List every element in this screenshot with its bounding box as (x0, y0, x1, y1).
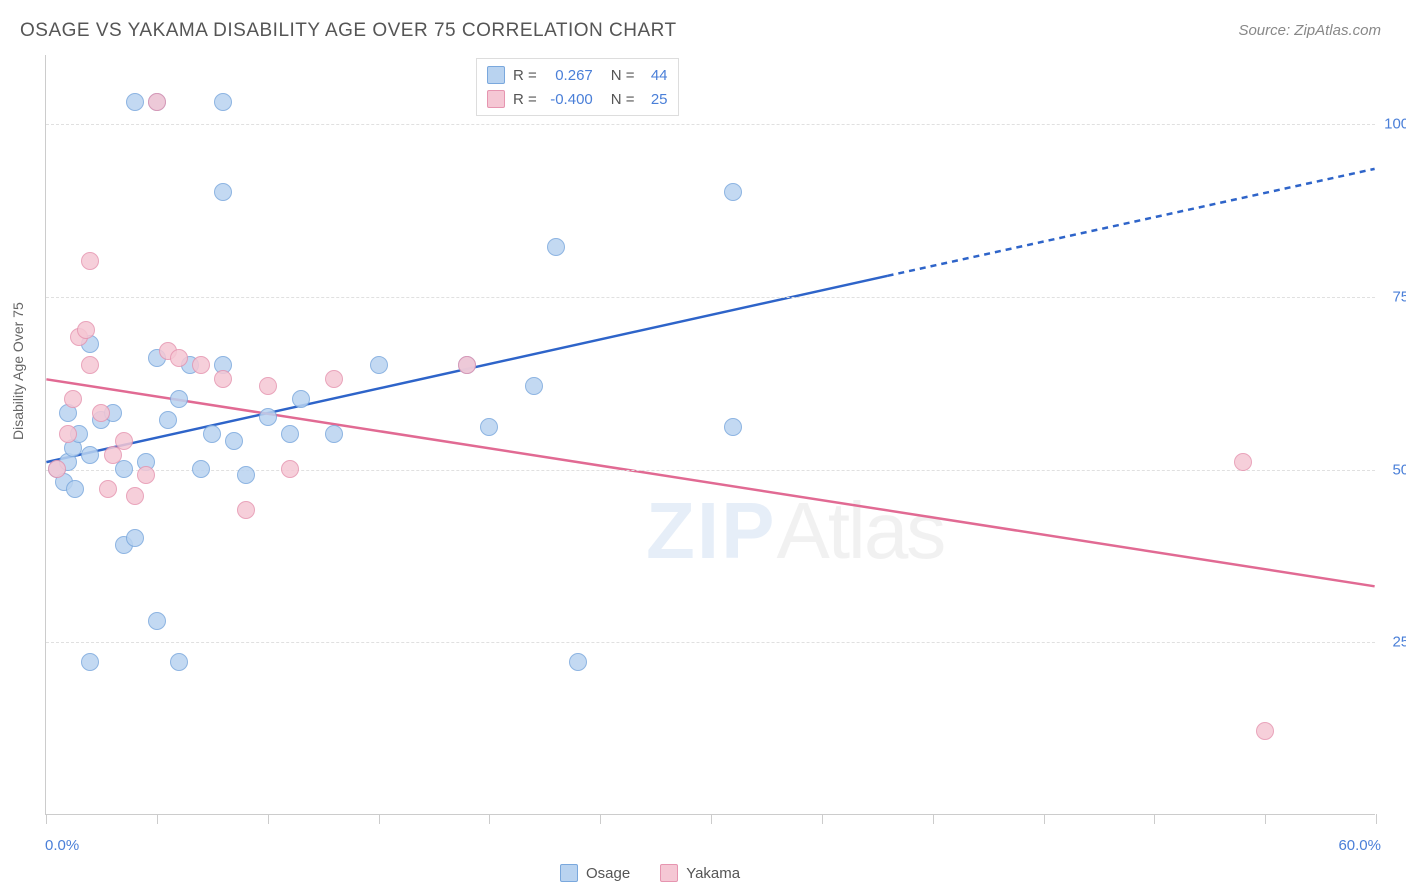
series-legend: Osage Yakama (560, 864, 740, 882)
legend-r-label: R = (513, 91, 537, 108)
watermark-atlas: Atlas (776, 486, 944, 575)
x-tick (268, 814, 269, 824)
data-point (115, 432, 133, 450)
data-point (1234, 453, 1252, 471)
legend-item-osage: Osage (560, 864, 630, 882)
trend-lines-svg (46, 55, 1375, 814)
legend-n-label: N = (611, 67, 635, 84)
legend-swatch-osage (487, 66, 505, 84)
correlation-legend: R = 0.267 N = 44 R = -0.400 N = 25 (476, 58, 679, 116)
data-point (148, 612, 166, 630)
y-tick-label: 100.0% (1380, 116, 1406, 133)
data-point (92, 404, 110, 422)
data-point (192, 356, 210, 374)
gridline (46, 642, 1375, 643)
chart-plot-area: ZIPAtlas R = 0.267 N = 44 R = -0.400 N =… (45, 55, 1375, 815)
gridline (46, 124, 1375, 125)
x-tick (822, 814, 823, 824)
legend-swatch-osage (560, 864, 578, 882)
x-tick (379, 814, 380, 824)
data-point (547, 238, 565, 256)
x-tick (600, 814, 601, 824)
x-tick (1376, 814, 1377, 824)
y-tick-label: 50.0% (1380, 461, 1406, 478)
data-point (225, 432, 243, 450)
data-point (99, 480, 117, 498)
x-axis-max-label: 60.0% (1338, 837, 1381, 854)
data-point (137, 466, 155, 484)
data-point (480, 418, 498, 436)
watermark-zip: ZIP (646, 486, 776, 575)
y-tick-label: 75.0% (1380, 288, 1406, 305)
data-point (148, 93, 166, 111)
chart-title: OSAGE VS YAKAMA DISABILITY AGE OVER 75 C… (20, 20, 677, 42)
legend-r-value: -0.400 (545, 91, 593, 108)
data-point (81, 356, 99, 374)
legend-item-yakama: Yakama (660, 864, 740, 882)
data-point (281, 460, 299, 478)
data-point (214, 93, 232, 111)
data-point (724, 418, 742, 436)
x-tick (46, 814, 47, 824)
data-point (325, 370, 343, 388)
data-point (48, 460, 66, 478)
data-point (170, 653, 188, 671)
source-credit: Source: ZipAtlas.com (1238, 22, 1381, 39)
data-point (292, 390, 310, 408)
data-point (81, 653, 99, 671)
legend-row: R = -0.400 N = 25 (487, 87, 668, 111)
data-point (81, 446, 99, 464)
legend-row: R = 0.267 N = 44 (487, 63, 668, 87)
gridline (46, 297, 1375, 298)
data-point (170, 349, 188, 367)
data-point (325, 425, 343, 443)
data-point (214, 370, 232, 388)
x-axis-min-label: 0.0% (45, 837, 79, 854)
x-tick (489, 814, 490, 824)
data-point (259, 377, 277, 395)
data-point (192, 460, 210, 478)
legend-r-value: 0.267 (545, 67, 593, 84)
legend-swatch-yakama (660, 864, 678, 882)
legend-n-label: N = (611, 91, 635, 108)
x-tick (1265, 814, 1266, 824)
data-point (281, 425, 299, 443)
x-tick (1154, 814, 1155, 824)
x-tick (1044, 814, 1045, 824)
data-point (170, 390, 188, 408)
data-point (77, 321, 95, 339)
data-point (59, 425, 77, 443)
data-point (237, 501, 255, 519)
legend-r-label: R = (513, 67, 537, 84)
data-point (66, 480, 84, 498)
legend-label: Osage (586, 865, 630, 882)
x-tick (933, 814, 934, 824)
y-tick-label: 25.0% (1380, 634, 1406, 651)
data-point (64, 390, 82, 408)
watermark: ZIPAtlas (646, 485, 944, 577)
data-point (724, 183, 742, 201)
data-point (525, 377, 543, 395)
data-point (81, 252, 99, 270)
legend-swatch-yakama (487, 90, 505, 108)
legend-n-value: 25 (643, 91, 668, 108)
data-point (569, 653, 587, 671)
data-point (370, 356, 388, 374)
data-point (126, 487, 144, 505)
data-point (159, 411, 177, 429)
data-point (126, 93, 144, 111)
data-point (203, 425, 221, 443)
data-point (259, 408, 277, 426)
x-tick (157, 814, 158, 824)
legend-n-value: 44 (643, 67, 668, 84)
legend-label: Yakama (686, 865, 740, 882)
data-point (1256, 722, 1274, 740)
y-axis-title: Disability Age Over 75 (10, 302, 26, 440)
data-point (237, 466, 255, 484)
data-point (126, 529, 144, 547)
data-point (214, 183, 232, 201)
data-point (458, 356, 476, 374)
x-tick (711, 814, 712, 824)
